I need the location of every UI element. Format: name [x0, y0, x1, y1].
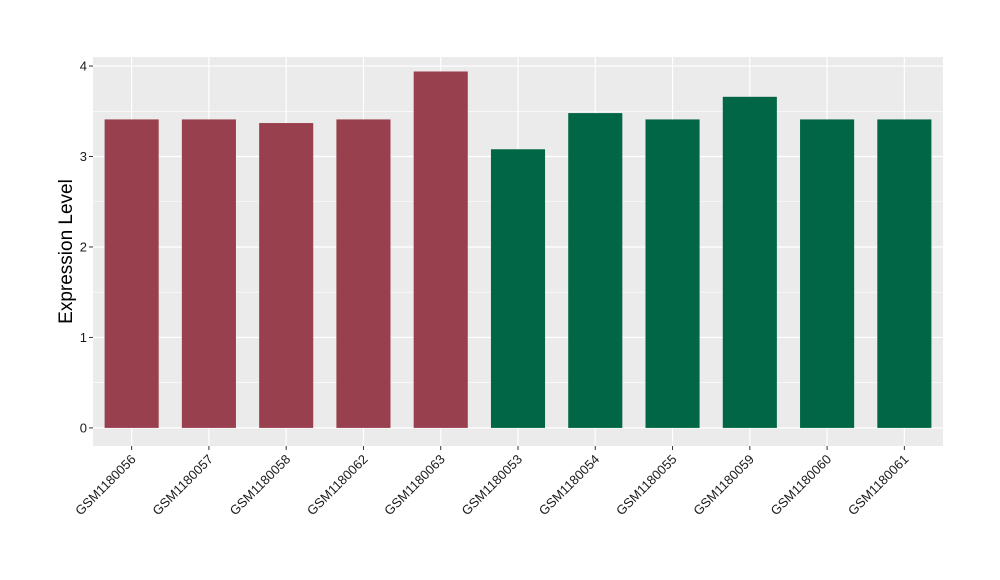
- bar-GSM1180058: [259, 123, 314, 428]
- x-tick-label: GSM1180063: [381, 452, 448, 519]
- y-tick-label: 3: [80, 149, 87, 164]
- bar-GSM1180056: [104, 119, 159, 428]
- bar-GSM1180063: [413, 71, 468, 428]
- bar-GSM1180054: [568, 113, 623, 428]
- x-tick-label: GSM1180056: [72, 452, 139, 519]
- x-tick-label: GSM1180058: [227, 452, 294, 519]
- bar-GSM1180057: [181, 119, 236, 428]
- x-tick-label: GSM1180054: [536, 452, 603, 519]
- bar-GSM1180059: [722, 96, 777, 428]
- x-axis: GSM1180056 GSM1180057 GSM1180058 GSM1180062…: [72, 446, 911, 518]
- x-tick-label: GSM1180057: [149, 452, 216, 519]
- x-tick-label: GSM1180053: [458, 452, 525, 519]
- x-tick-label: GSM1180055: [613, 452, 680, 519]
- y-tick-label: 1: [80, 330, 87, 345]
- x-tick-label: GSM1180062: [304, 452, 371, 519]
- x-tick-label: GSM1180059: [690, 452, 757, 519]
- x-tick-label: GSM1180060: [768, 452, 835, 519]
- bars: [104, 71, 932, 428]
- x-tick-label: GSM1180061: [845, 452, 912, 519]
- bar-GSM1180062: [336, 119, 391, 428]
- bar-GSM1180053: [490, 149, 546, 428]
- y-axis-title: Expression Level: [56, 179, 77, 324]
- bar-GSM1180061: [877, 119, 932, 428]
- bar-GSM1180060: [800, 119, 855, 428]
- y-tick-label: 4: [80, 59, 87, 74]
- y-tick-label: 0: [80, 420, 87, 435]
- y-axis: 0 1 2 3 4: [80, 59, 93, 435]
- bar-GSM1180055: [645, 119, 700, 428]
- y-tick-label: 2: [80, 239, 87, 254]
